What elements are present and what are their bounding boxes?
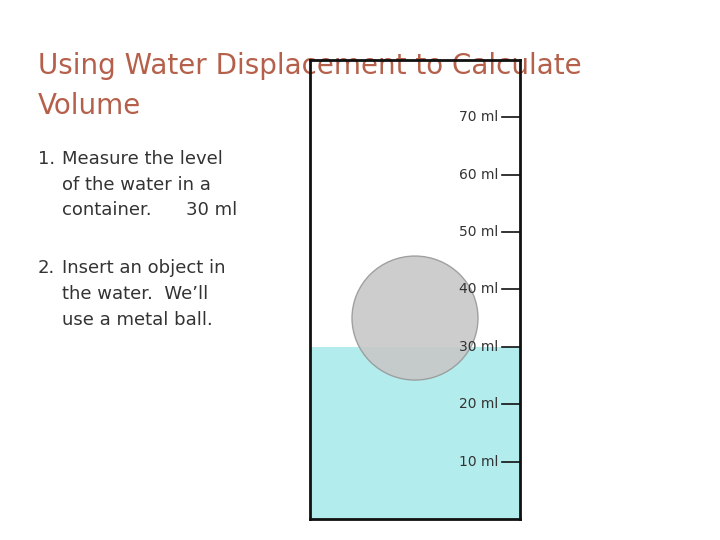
Text: Insert an object in: Insert an object in [62, 259, 225, 278]
Text: Measure the level: Measure the level [62, 150, 223, 167]
Text: 50 ml: 50 ml [459, 225, 498, 239]
Text: Using Water Displacement to Calculate: Using Water Displacement to Calculate [38, 52, 582, 80]
Text: Volume: Volume [38, 92, 141, 120]
Text: 20 ml: 20 ml [459, 397, 498, 411]
Text: 2.: 2. [38, 259, 55, 278]
Text: 30 ml: 30 ml [459, 340, 498, 354]
Text: 60 ml: 60 ml [459, 167, 498, 181]
Text: container.      30 ml: container. 30 ml [62, 201, 238, 219]
Text: use a metal ball.: use a metal ball. [62, 312, 212, 329]
Text: of the water in a: of the water in a [62, 176, 211, 193]
Bar [310, 347, 520, 519]
Text: the water.  We’ll: the water. We’ll [62, 285, 208, 303]
Text: 40 ml: 40 ml [459, 282, 498, 296]
Text: 70 ml: 70 ml [459, 110, 498, 124]
Ellipse shape [352, 256, 478, 380]
Text: 10 ml: 10 ml [459, 455, 498, 469]
Text: 1.: 1. [38, 150, 55, 167]
